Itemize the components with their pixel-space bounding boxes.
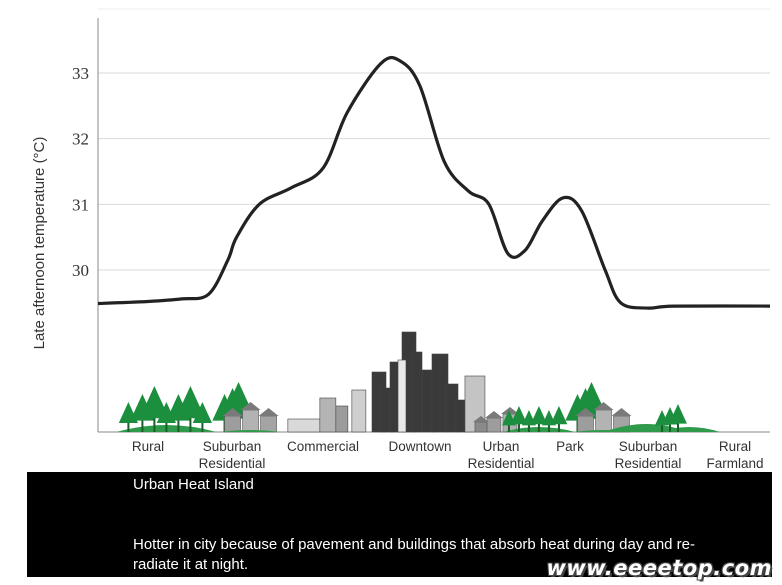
tree-trunk [669, 420, 671, 432]
house-roof [484, 411, 503, 418]
tree [530, 406, 548, 432]
tree-trunk [201, 418, 204, 432]
category-label-line: Downtown [388, 439, 451, 454]
category-label-line: Urban [483, 439, 520, 454]
house-body [577, 415, 594, 433]
tree [192, 402, 212, 432]
tree-crown [510, 406, 528, 425]
tree-trunk [547, 422, 550, 432]
x-category-labels: Rural Suburban Residential Commercial Downto… [132, 439, 764, 471]
tree-trunk [153, 411, 156, 432]
category-label: Urban Residential [468, 439, 535, 471]
category-label-line: Park [556, 439, 584, 454]
category-label-line: Rural [132, 439, 164, 454]
landscape-illustration [116, 331, 720, 433]
tree-trunk [517, 420, 520, 432]
tree-crown [669, 404, 687, 424]
tree-trunk [127, 418, 130, 432]
tree-trunk [557, 420, 560, 432]
tree-trunk [165, 418, 168, 432]
ground-mound [658, 427, 720, 432]
tree-trunk [661, 422, 663, 432]
tree-crown [530, 406, 548, 425]
house [593, 402, 614, 433]
house-roof [593, 402, 614, 410]
house-body [242, 409, 259, 433]
tree-trunk [177, 414, 180, 432]
temperature-curve-layer [97, 55, 771, 310]
tree [139, 386, 170, 432]
tree [175, 386, 206, 432]
house-roof [472, 416, 489, 422]
y-tick-label: 33 [72, 64, 89, 83]
category-label-line: Suburban [203, 439, 262, 454]
caption-box: Urban Heat Island Hotter in city because… [27, 472, 772, 577]
category-label: Downtown [388, 439, 451, 454]
house-body [224, 415, 241, 433]
category-label-line: Residential [199, 456, 266, 471]
tree-crown [139, 386, 170, 419]
downtown-tower [431, 353, 449, 433]
category-label-line: Suburban [619, 439, 678, 454]
y-tick-label: 31 [72, 195, 89, 214]
house-body [486, 417, 502, 433]
tree [550, 406, 568, 432]
tree-crown [192, 402, 212, 423]
y-tick-labels: 30 31 32 33 [72, 64, 89, 280]
house-body [260, 415, 277, 433]
house-roof [258, 408, 279, 416]
category-label: Park [556, 439, 584, 454]
category-label: Rural Farmland [706, 439, 763, 471]
tree-trunk [677, 419, 679, 432]
y-axis-label: Late afternoon temperature (°C) [31, 137, 48, 350]
temperature-curve [97, 55, 771, 310]
house-roof [611, 408, 632, 416]
house [472, 416, 489, 433]
category-label: Commercial [287, 439, 359, 454]
house-roof [575, 408, 596, 416]
house-roof [240, 402, 261, 410]
commercial-building [319, 397, 337, 433]
tree-crown [175, 386, 206, 419]
tree-trunk [507, 422, 510, 432]
house [222, 408, 243, 433]
category-label: Suburban Residential [199, 439, 266, 471]
caption-description: Hotter in city because of pavement and b… [133, 536, 696, 573]
gridlines [98, 8, 770, 271]
category-label-line: Residential [468, 456, 535, 471]
downtown-tower [411, 351, 423, 433]
house [258, 408, 279, 433]
house-body [474, 421, 488, 433]
category-label-line: Rural [719, 439, 751, 454]
tree [669, 404, 687, 432]
category-label-line: Commercial [287, 439, 359, 454]
y-tick-label: 30 [72, 261, 89, 280]
house-body [595, 409, 612, 433]
urban-heat-island-chart: Late afternoon temperature (°C) 30 31 32 33… [31, 8, 771, 471]
downtown-tower-highlight [397, 359, 407, 433]
commercial-low-building [287, 418, 321, 433]
tree-trunk [141, 414, 144, 432]
commercial-building [351, 389, 367, 433]
house-roof [500, 407, 519, 414]
tree-trunk [189, 411, 192, 432]
tree-trunk [527, 422, 530, 432]
category-label-line: Residential [615, 456, 682, 471]
watermark: www.eeeetop.com [546, 556, 772, 580]
house [240, 402, 261, 433]
commercial-building [335, 405, 349, 433]
ground-mound [220, 430, 281, 432]
tree-crown [550, 406, 568, 425]
tree [510, 406, 528, 432]
y-tick-label: 32 [72, 130, 89, 149]
category-label-line: Farmland [706, 456, 763, 471]
caption-title: Urban Heat Island [133, 476, 254, 493]
house-roof [222, 408, 243, 416]
category-label: Rural [132, 439, 164, 454]
tree-trunk [537, 420, 540, 432]
category-label: Suburban Residential [615, 439, 682, 471]
